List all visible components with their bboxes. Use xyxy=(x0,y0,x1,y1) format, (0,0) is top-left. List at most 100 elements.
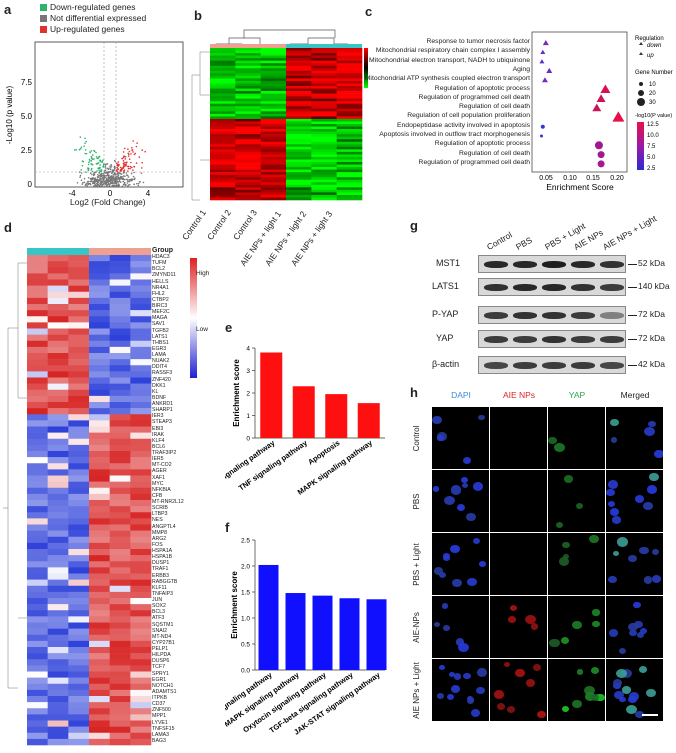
microscopy-cell xyxy=(490,659,547,721)
volcano-point xyxy=(79,136,82,138)
cell-nucleus xyxy=(636,632,644,639)
volcano-point xyxy=(127,148,129,150)
go-xtick-3: 0.15 xyxy=(586,175,600,182)
heatmap-d-cell xyxy=(47,591,69,599)
heatmap-b-cell xyxy=(210,111,236,115)
heatmap-d-cell xyxy=(130,402,152,409)
volcano-point xyxy=(104,169,106,172)
heatmap-b-cell xyxy=(260,139,287,143)
cell-nucleus xyxy=(629,692,640,702)
heatmap-d-cell xyxy=(109,518,131,525)
heatmap-b-cell xyxy=(286,194,312,198)
heatmap-d-cell xyxy=(47,383,69,391)
heatmap-b-cell xyxy=(286,156,312,160)
heatmap-b-cell xyxy=(286,124,312,127)
heatmap-d-cell xyxy=(109,377,131,384)
heatmap-d-cell xyxy=(47,457,69,464)
volcano-point xyxy=(105,179,108,182)
heatmap-d-cell xyxy=(109,524,131,531)
heatmap-d-cell xyxy=(130,610,152,617)
heatmap-b-cell xyxy=(260,73,287,77)
heatmap-d-cell xyxy=(27,365,48,372)
heatmap-b-cell xyxy=(286,192,312,196)
microscopy-cell xyxy=(432,407,489,469)
volcano-point xyxy=(83,181,86,184)
heatmap-d-cell xyxy=(89,322,110,329)
western-band xyxy=(513,336,537,343)
heatmap-b-cell xyxy=(210,121,236,125)
heatmap-b-cell xyxy=(311,151,337,155)
heatmap-d-cell xyxy=(109,677,131,685)
volcano-point xyxy=(109,168,112,171)
heatmap-b-cell xyxy=(210,116,236,120)
cell-nucleus xyxy=(613,550,620,556)
heatmap-b-cell xyxy=(210,126,236,130)
volcano-point xyxy=(123,165,125,168)
heatmap-d-cell xyxy=(47,647,69,654)
heatmap-d-cell xyxy=(109,714,131,721)
heatmap-d-cell xyxy=(27,536,48,544)
heatmap-b-cell xyxy=(210,65,236,69)
heatmap-d-cell xyxy=(47,677,69,685)
heatmap-d-cell xyxy=(47,549,69,556)
cell-nucleus xyxy=(450,485,462,495)
heatmap-d-cell xyxy=(130,702,152,709)
heatmap-d-cell xyxy=(130,708,152,715)
western-band xyxy=(484,261,508,268)
heatmap-d-cell xyxy=(27,297,48,305)
heatmap-d-cell xyxy=(109,512,131,519)
heatmap-b-cell xyxy=(286,154,312,158)
heatmap-b-cell xyxy=(260,172,287,175)
heatmap-d-cell xyxy=(47,420,69,427)
go-frame xyxy=(531,31,628,173)
heatmap-b-cell xyxy=(260,111,287,115)
heatmap-d-cell xyxy=(109,261,131,268)
heatmap-d-cell xyxy=(109,653,131,660)
cell-nucleus xyxy=(472,537,481,545)
heatmap-b-cell xyxy=(235,197,261,201)
heatmap-b-cell xyxy=(311,118,337,122)
heatmap-d-cell xyxy=(89,340,110,348)
western-arrow xyxy=(628,287,637,288)
gene-label: TNFSF15 xyxy=(152,725,175,732)
heatmap-d-cell xyxy=(68,469,90,476)
go-legend-gene-30: 30 xyxy=(649,100,656,106)
volcano-point xyxy=(78,148,81,151)
heatmap-b-cell xyxy=(311,116,337,120)
heatmap-d-cell xyxy=(130,273,152,280)
e-bar xyxy=(292,386,315,438)
cell-nucleus xyxy=(615,668,627,679)
heatmap-b-cell xyxy=(286,53,312,56)
volcano-point xyxy=(121,176,124,178)
volcano-point xyxy=(88,182,90,185)
heatmap-d-cell xyxy=(68,291,90,299)
western-arrow xyxy=(628,264,637,265)
heatmap-d-cell xyxy=(47,659,69,666)
volcano-point xyxy=(97,167,99,170)
heatmap-b-cell xyxy=(336,86,363,89)
heatmap-d-cell xyxy=(109,279,131,286)
gene-label: XAF1 xyxy=(152,474,165,481)
heatmap-b-cell xyxy=(210,156,236,160)
heatmap-b-cell xyxy=(210,63,236,67)
western-protein-label: LATS1 xyxy=(432,281,459,291)
heatmap-b-cell xyxy=(311,98,337,102)
heatmap-d-cell xyxy=(68,696,90,703)
gene-label: EGR3 xyxy=(152,345,167,352)
heatmap-d-cell xyxy=(68,579,90,587)
heatmap-d-cell xyxy=(109,696,131,703)
volcano-point xyxy=(96,162,99,165)
volcano-point xyxy=(103,163,105,166)
volcano-point xyxy=(79,176,81,178)
heatmap-d-cell xyxy=(109,432,131,440)
heatmap-b-cell xyxy=(260,144,287,148)
volcano-point xyxy=(123,163,125,165)
heatmap-d-cell xyxy=(27,438,48,446)
volcano-point xyxy=(101,181,103,183)
western-band xyxy=(600,261,624,268)
heatmap-b-cell xyxy=(311,164,337,168)
go-xtick-4: 0.20 xyxy=(610,175,624,182)
volcano-point xyxy=(87,177,90,179)
heatmap-d-cell xyxy=(68,610,90,617)
